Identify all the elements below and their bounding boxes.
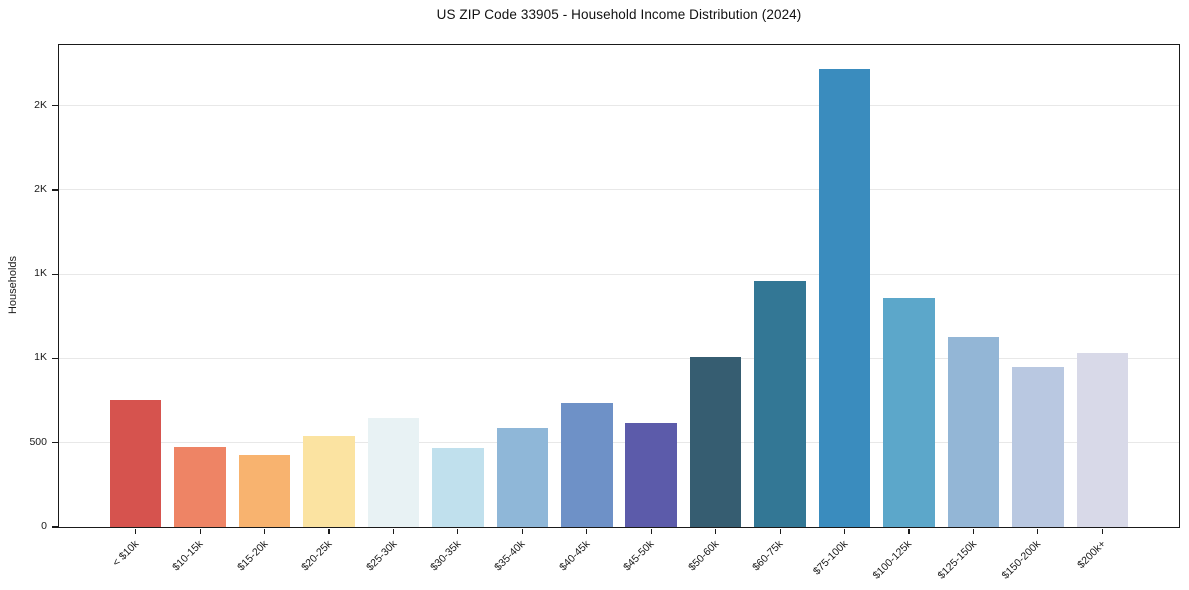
x-tick-label: $50-60k [685, 538, 722, 574]
x-tick-label: $75-100k [810, 538, 851, 578]
y-tick-label: 500 [29, 435, 47, 448]
chart-title: US ZIP Code 33905 - Household Income Dis… [436, 7, 802, 22]
x-tick-label: $45-50k [621, 538, 657, 574]
bar-125-150k [947, 336, 1000, 527]
bar-35-40k [496, 427, 549, 527]
x-tick-label: $10-15k [170, 538, 206, 574]
bar-75-100k [818, 68, 871, 527]
x-tick-mark [199, 528, 201, 534]
x-tick-label: < $10k [110, 538, 142, 569]
bar-15-20k [238, 455, 291, 527]
x-tick-mark [1037, 528, 1039, 534]
y-tick-label: 1K [34, 267, 47, 280]
x-tick-mark [392, 528, 395, 534]
x-tick-mark [1101, 528, 1103, 534]
bar-100-125k [883, 297, 935, 527]
x-tick-mark [843, 528, 846, 534]
gridline [59, 357, 1179, 359]
x-tick-mark [908, 528, 910, 534]
bar-60-75k [754, 280, 806, 527]
bar-45-50k [625, 423, 677, 527]
y-tick-label: 0 [41, 520, 47, 532]
bar-50-60k [689, 356, 742, 527]
x-tick-mark [521, 528, 523, 534]
bar-20-25k [303, 435, 355, 527]
y-tick-mark [51, 273, 58, 275]
bar-200k [1076, 352, 1129, 527]
gridline [59, 273, 1179, 275]
x-tick-label: $25-30k [363, 538, 399, 574]
x-tick-label: $40-45k [556, 538, 593, 574]
y-axis-label: Households [7, 255, 19, 315]
y-tick-mark [51, 189, 58, 191]
x-tick-mark [457, 528, 459, 534]
y-tick-label: 1K [34, 351, 47, 364]
x-tick-label: $100-125k [870, 538, 915, 582]
plot-area: 0 500 1K 1K 2K 2K < $10k $10-15k $15-20k $20-25k $… [29, 44, 1180, 582]
x-tick-mark [779, 528, 781, 534]
x-tick-label: $60-75k [750, 538, 786, 574]
x-tick-label: $200k+ [1074, 538, 1108, 572]
x-tick-label: $150-200k [999, 538, 1044, 582]
x-tick-mark [586, 528, 588, 534]
x-tick-mark [135, 528, 137, 534]
x-tick-mark [328, 528, 330, 534]
y-tick-label: 2K [34, 98, 47, 111]
x-tick-label: $35-40k [492, 538, 528, 574]
bar-150-200k [1012, 366, 1064, 527]
x-tick-mark [715, 528, 717, 534]
gridline [59, 105, 1179, 107]
x-tick-mark [972, 528, 975, 534]
gridline [59, 189, 1179, 191]
x-tick-label: $30-35k [428, 538, 464, 574]
y-tick-mark [51, 357, 58, 360]
y-tick-mark [51, 526, 58, 528]
bar-10k [109, 399, 162, 527]
gridline [59, 442, 1179, 444]
bar-25-30k [367, 418, 420, 527]
x-tick-label: $125-150k [935, 538, 979, 582]
y-tick-label: 2K [34, 182, 47, 195]
bar-30-35k [432, 447, 484, 527]
bar-40-45k [561, 403, 613, 527]
y-tick-mark [51, 442, 58, 444]
bar-10-15k [174, 446, 226, 527]
x-tick-label: $15-20k [234, 538, 271, 574]
y-tick-mark [51, 105, 58, 107]
x-tick-mark [263, 528, 266, 534]
x-tick-label: $20-25k [299, 538, 335, 574]
x-tick-mark [650, 528, 652, 534]
